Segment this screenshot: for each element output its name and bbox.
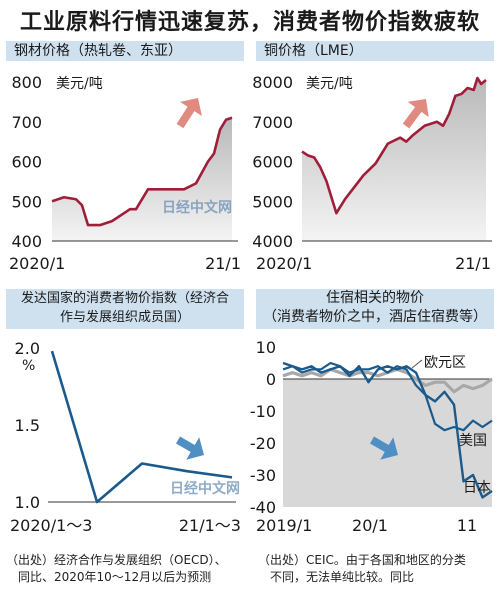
cpi-down-arrow [176,436,204,460]
copper-price-line [301,76,487,215]
steel-y-tick-label: 700 [11,113,42,132]
steel-y-tick-label: 600 [11,153,42,172]
copper-area [302,78,486,242]
hotel-y-tick-label: -30 [250,466,276,485]
hotel-y-tick-label: -20 [250,434,276,453]
hotel-eurozone-label: 欧元区 [424,355,466,371]
source-note-right: （出处）CEIC。由于各国和地区的分类 不同，无法单纯比较。同比 [258,552,500,586]
source-right-line-2: 不同，无法单纯比较。同比 [270,570,415,584]
hotel-y-tick-label: -10 [250,402,276,421]
steel-y-tick-label: 400 [11,232,42,251]
watermark-logo: 日经中文网 [170,480,240,497]
copper-x-tick-label: 2020/1 [256,254,312,273]
watermark-logo: 日经中文网 [162,199,232,216]
cpi-y-tick-label: 2.0 [15,339,40,358]
copper-panel-title: 铜价格（LME） [256,41,494,61]
hotel-us-label: 美国 [459,433,487,449]
hotel-down-arrow [370,436,398,460]
steel-y-tick-label: 500 [11,192,42,211]
hotel-x-tick-label: 2019/1 [256,516,312,535]
steel-y-tick-label: 800 [11,73,42,92]
hotel-x-tick-label: 11 [457,516,477,535]
hotel-japan-label: 日本 [463,480,491,496]
hotel-panel-subtitle: （消费者物价之中，酒店住宿费等） [263,309,487,325]
source-right-line-1: （出处）CEIC。由于各国和地区的分类 [258,553,466,567]
copper-up-arrow [402,99,429,129]
steel-panel-title: 钢材价格（热轧卷、东亚） [6,41,244,61]
copper-y-tick-label: 5000 [252,192,293,211]
hotel-eurozone-leader [411,359,423,369]
copper-x-tick-label: 21/1 [455,254,491,273]
steel-x-tick-label: 21/1 [205,254,241,273]
steel-up-arrow [176,98,202,129]
copper-unit-label: 美元/吨 [306,76,353,92]
copper-y-tick-label: 7000 [252,113,293,132]
hotel-y-tick-label: 10 [256,338,276,357]
cpi-line [50,350,233,504]
cpi-panel-title: 发达国家的消费者物价指数（经济合作与发展组织成员国） [20,291,229,325]
hotel-y-tick-label: -40 [250,498,276,517]
hotel-x-tick-label: 20/1 [352,516,388,535]
copper-y-tick-label: 4000 [252,232,293,251]
cpi-unit-label: % [22,358,35,374]
copper-y-tick-label: 8000 [252,73,293,92]
copper-y-tick-label: 6000 [252,153,293,172]
hotel-japan-line [282,361,493,499]
cpi-x-tick-label: 21/1～3 [179,516,241,535]
hotel-negative-area [283,379,492,507]
source-note-left: （出处）经济合作与发展组织（OECD）、 同比、2020年10～12月以后为预测 [6,552,251,586]
steel-area [52,117,232,241]
cpi-panel-header: 发达国家的消费者物价指数（经济合作与发展组织成员国） [6,289,244,329]
steel-x-tick-label: 2020/1 [9,254,65,273]
hotel-panel-header: 住宿相关的物价 （消费者物价之中，酒店住宿费等） [256,289,494,329]
hotel-y-tick-label: 0 [266,370,276,389]
main-title: 工业原料行情迅速复苏，消费者物价指数疲软 [19,10,480,35]
source-left-line-2: 同比、2020年10～12月以后为预测 [18,570,212,584]
source-left-line-1: （出处）经济合作与发展组织（OECD）、 [6,553,227,567]
cpi-x-tick-label: 2020/1～3 [10,516,92,535]
steel-price-line [51,116,233,227]
cpi-y-tick-label: 1.5 [15,416,40,435]
steel-unit-label: 美元/吨 [56,76,103,92]
cpi-y-tick-label: 1.0 [15,493,40,512]
hotel-panel-title: 住宿相关的物价 [326,290,424,306]
